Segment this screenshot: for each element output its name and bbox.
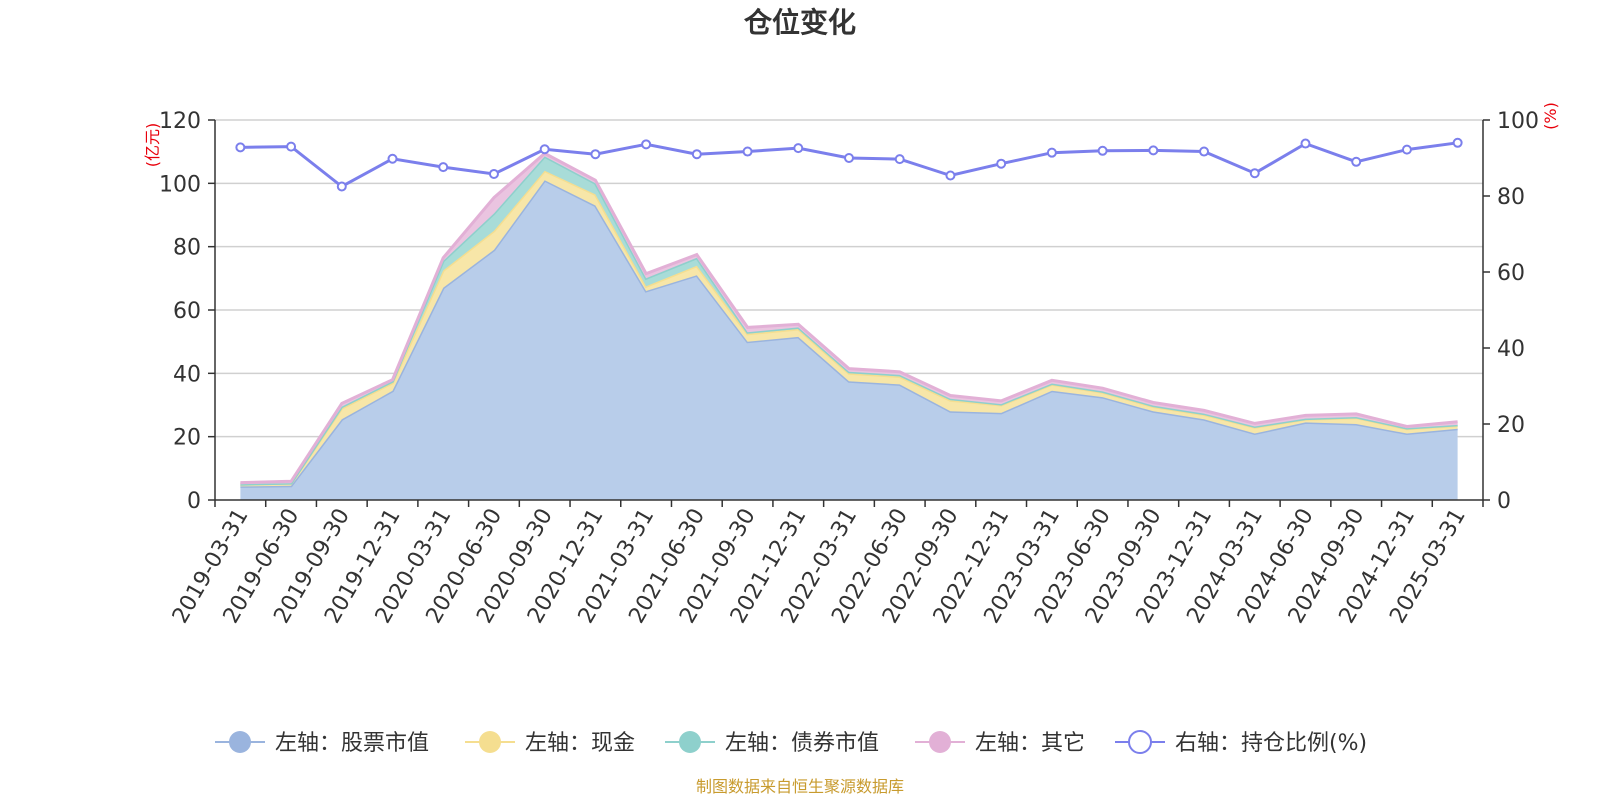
position-ratio-point[interactable] — [539, 144, 550, 155]
position-ratio-point[interactable] — [1401, 144, 1412, 155]
position-ratio-point[interactable] — [641, 139, 652, 150]
chart-title: 仓位变化 — [744, 6, 856, 39]
right-tick-label: 40 — [1497, 337, 1525, 362]
right-tick-label: 0 — [1497, 489, 1511, 514]
position-ratio-point[interactable] — [1249, 168, 1260, 179]
legend-marker-icon — [1128, 730, 1152, 754]
position-ratio-point[interactable] — [438, 162, 449, 173]
position-ratio-point[interactable] — [793, 143, 804, 154]
position-ratio-point[interactable] — [1046, 147, 1057, 158]
legend-label: 左轴：现金 — [525, 731, 635, 756]
position-ratio-point[interactable] — [286, 141, 297, 152]
left-tick-label: 0 — [187, 489, 201, 514]
legend-marker-icon — [479, 731, 501, 753]
area-fill — [240, 180, 1458, 500]
legend-label: 左轴：股票市值 — [275, 731, 429, 756]
line-series — [235, 137, 1463, 192]
left-tick-label: 20 — [173, 426, 201, 451]
area-edge-line — [240, 151, 1458, 485]
position-ratio-point[interactable] — [1452, 137, 1463, 148]
right-tick-label: 100 — [1497, 109, 1539, 134]
legend-item[interactable]: 右轴：持仓比例(%) — [1115, 730, 1367, 756]
area-series — [240, 151, 1458, 500]
position-ratio-point[interactable] — [996, 158, 1007, 169]
right-tick-label: 60 — [1497, 261, 1525, 286]
left-tick-label: 120 — [159, 109, 201, 134]
position-ratio-point[interactable] — [1300, 138, 1311, 149]
legend: 左轴：股票市值 左轴：现金 左轴：债券市值 左轴：其它 右轴：持仓比例(%) — [215, 730, 1367, 756]
position-ratio-point[interactable] — [1199, 146, 1210, 157]
left-axis-unit: (亿元) — [143, 123, 162, 168]
position-ratio-point[interactable] — [844, 153, 854, 163]
left-tick-label: 40 — [173, 362, 201, 387]
position-ratio-point[interactable] — [691, 149, 702, 160]
position-ratio-point[interactable] — [336, 181, 347, 192]
position-ratio-point[interactable] — [488, 168, 499, 179]
right-tick-label: 20 — [1497, 413, 1525, 438]
position-ratio-line — [240, 141, 1458, 189]
left-tick-label: 80 — [173, 236, 201, 261]
legend-item[interactable]: 左轴：债券市值 — [665, 731, 879, 756]
legend-label: 右轴：持仓比例(%) — [1175, 731, 1367, 756]
position-ratio-point[interactable] — [742, 146, 753, 157]
position-ratio-point[interactable] — [945, 170, 956, 181]
position-ratio-point[interactable] — [590, 149, 601, 160]
right-axis-unit: (%) — [1541, 102, 1560, 130]
position-ratio-point[interactable] — [1148, 145, 1159, 156]
legend-marker-icon — [929, 731, 951, 753]
data-source-note: 制图数据来自恒生聚源数据库 — [696, 777, 904, 796]
position-ratio-point[interactable] — [235, 142, 246, 153]
legend-item[interactable]: 左轴：股票市值 — [215, 731, 429, 756]
left-tick-label: 100 — [159, 172, 201, 197]
legend-label: 左轴：其它 — [975, 731, 1085, 756]
legend-label: 左轴：债券市值 — [725, 731, 879, 756]
legend-item[interactable]: 左轴：现金 — [465, 731, 635, 756]
left-tick-label: 60 — [173, 299, 201, 324]
position-ratio-point[interactable] — [387, 153, 398, 164]
legend-item[interactable]: 左轴：其它 — [915, 731, 1085, 756]
right-tick-label: 80 — [1497, 185, 1525, 210]
position-ratio-point[interactable] — [894, 154, 905, 165]
legend-marker-icon — [229, 731, 251, 753]
position-ratio-point[interactable] — [1097, 145, 1108, 156]
legend-marker-icon — [679, 731, 701, 753]
position-ratio-point[interactable] — [1351, 156, 1362, 167]
